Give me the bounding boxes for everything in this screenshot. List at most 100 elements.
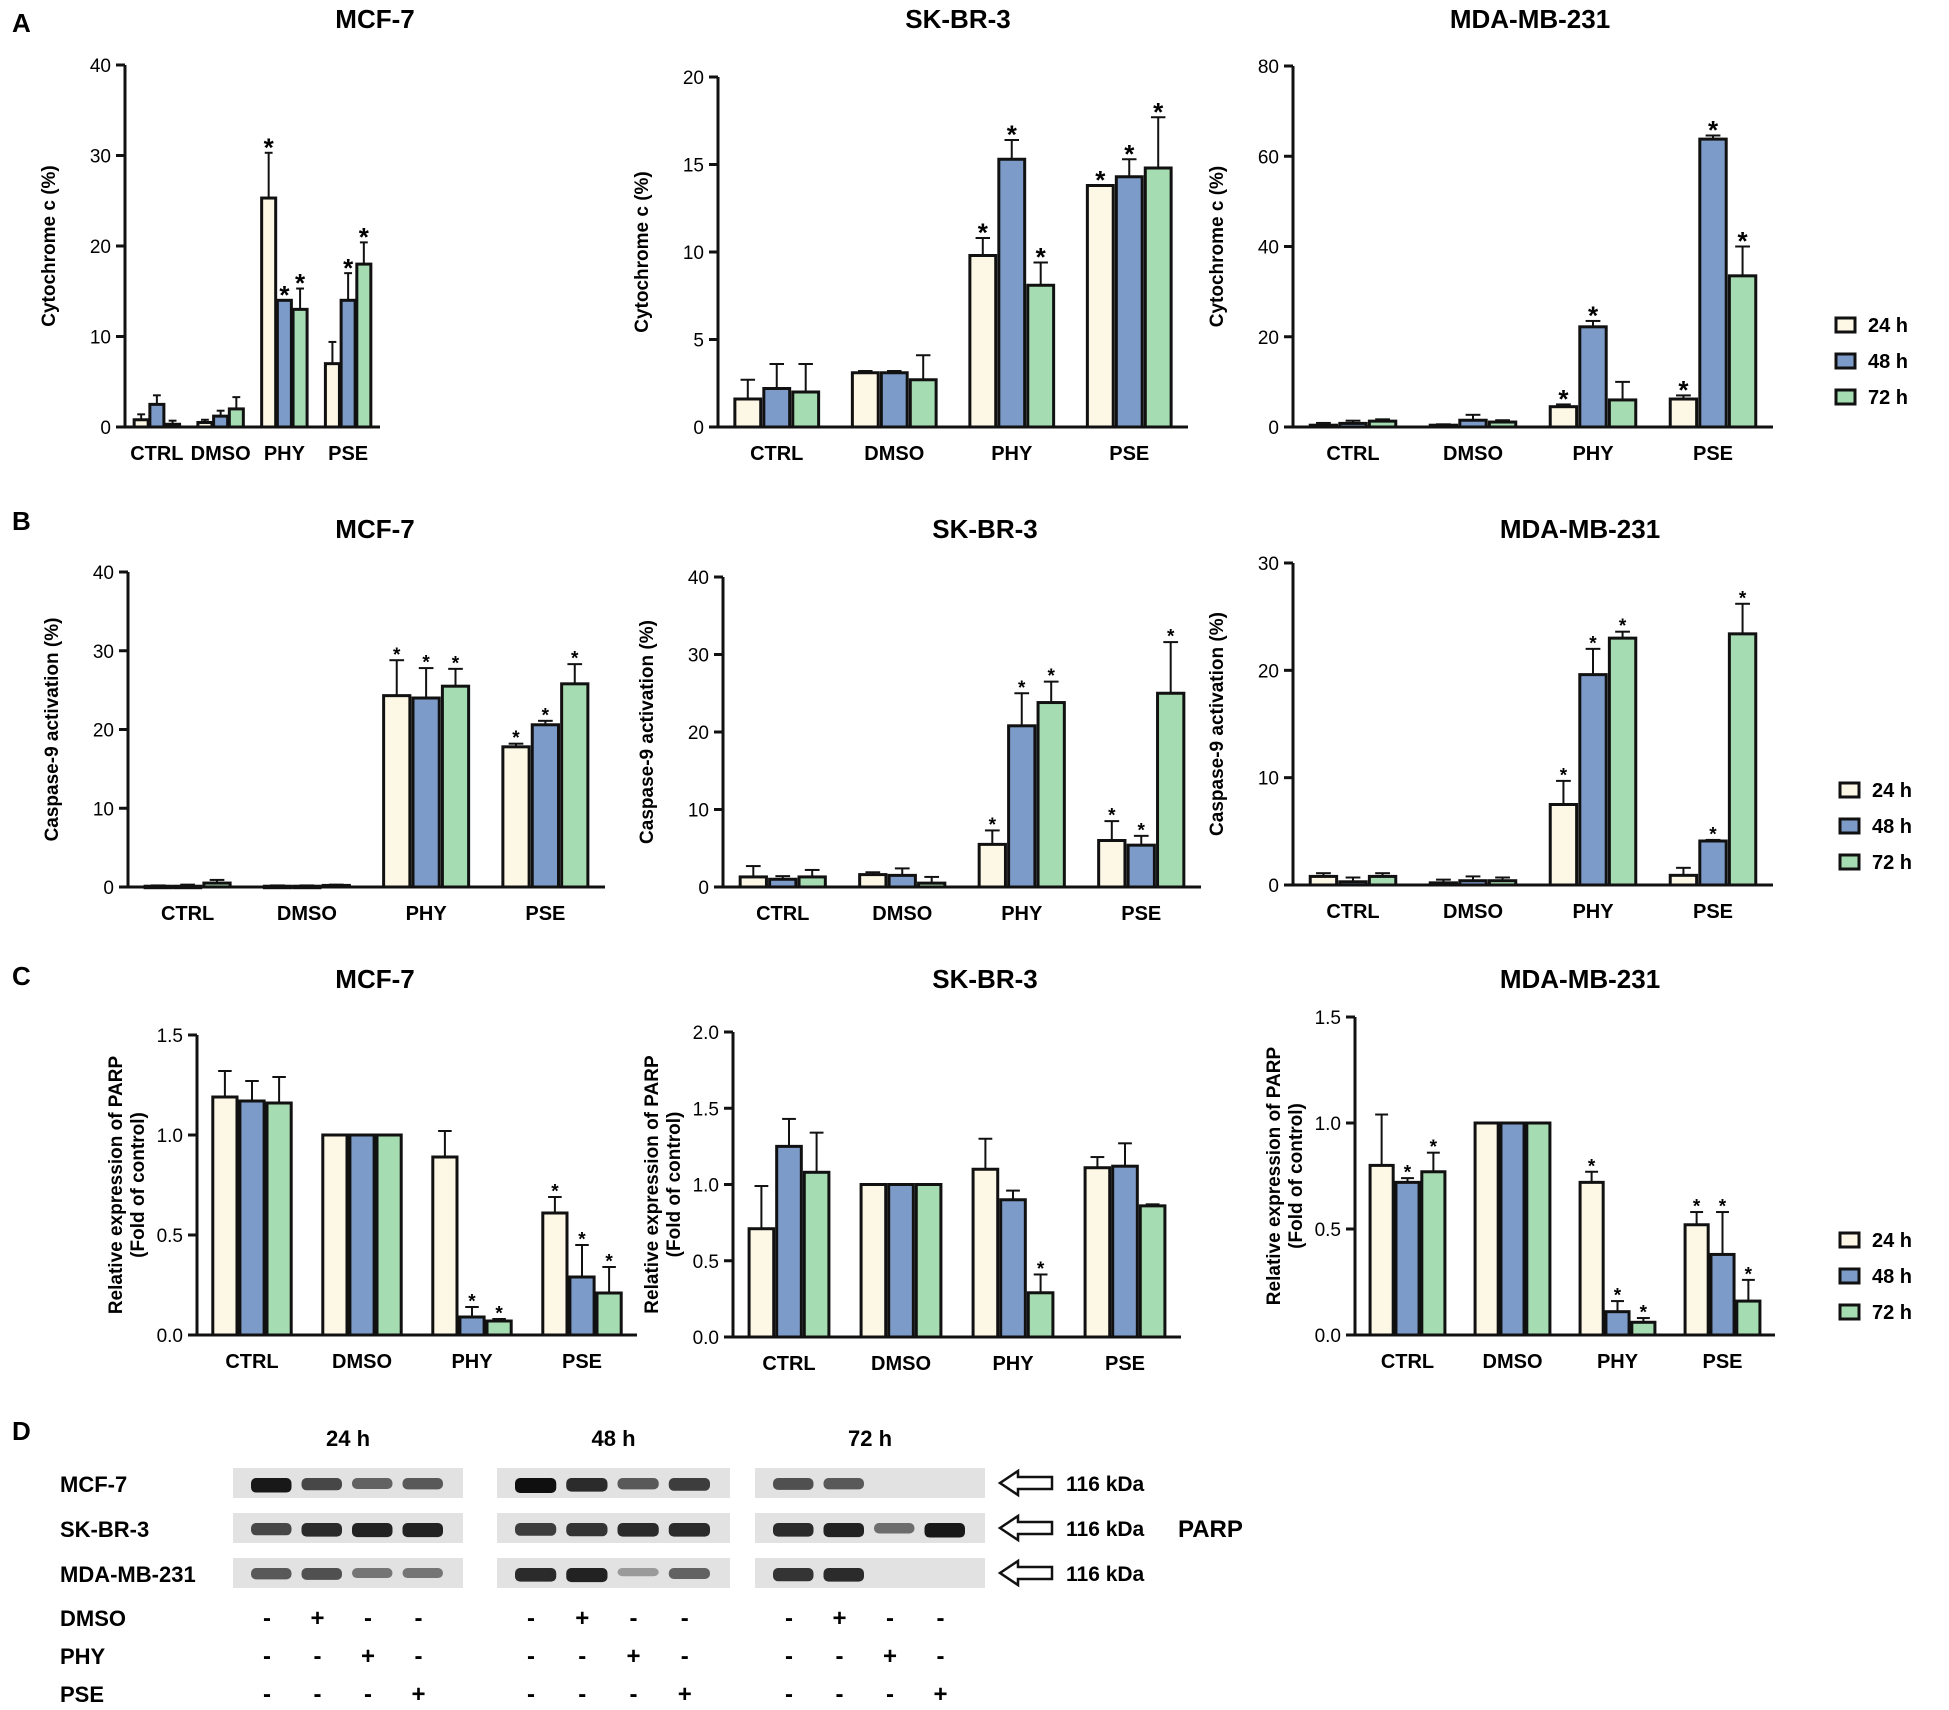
bar-ctrl-24h: [738, 875, 768, 889]
bar-dmso-72h: [1487, 879, 1518, 887]
significance-star: *: [1678, 375, 1689, 405]
x-category-label: CTRL: [1326, 443, 1379, 465]
y-axis-label-2: (Fold of control): [1286, 1103, 1307, 1249]
treatment-sign: -: [630, 1605, 638, 1632]
chart-title: MDA-MB-231: [1500, 514, 1660, 544]
bar-pse-24h: [1668, 873, 1699, 887]
bar-ctrl-48h: [238, 1099, 266, 1337]
bar-dmso-72h: [227, 407, 245, 429]
chart-c-2: SK-BR-3 0.0 0.5 1.0 1.5 2.0 Relative expressio…: [642, 964, 1181, 1375]
bar-ctrl-48h: [173, 884, 203, 890]
significance-star: *: [512, 728, 520, 749]
significance-star: *: [1018, 678, 1026, 699]
y-tick-label: 30: [93, 642, 114, 663]
legend-swatch: [1838, 817, 1861, 835]
panel-letter-d: D: [12, 1416, 31, 1446]
significance-star: *: [422, 653, 430, 674]
significance-star: *: [1738, 226, 1749, 256]
significance-star: *: [1007, 120, 1018, 150]
treatment-sign: -: [578, 1643, 586, 1670]
significance-star: *: [989, 815, 997, 836]
significance-star: *: [452, 653, 460, 674]
bar-ctrl-24h: [1368, 1163, 1395, 1337]
blot-band: [251, 1478, 292, 1493]
legend-swatch: [1838, 1231, 1861, 1249]
significance-star: *: [1047, 666, 1055, 687]
legend-swatch: [1838, 1303, 1861, 1321]
significance-star: *: [1739, 588, 1747, 609]
chart-title: SK-BR-3: [932, 514, 1037, 544]
x-category-label: PSE: [1121, 903, 1161, 925]
bar-phy-48h: [411, 696, 441, 889]
blot-band: [617, 1523, 659, 1537]
bar-phy-72h: [440, 684, 471, 889]
arrow-left-icon: [997, 1468, 1054, 1498]
treatment-sign: -: [785, 1605, 793, 1632]
bar-pse-24h: [1683, 1223, 1710, 1337]
treatment-sign: -: [937, 1605, 945, 1632]
bar-phy-48h: [1604, 1310, 1631, 1337]
y-tick-label: 20: [688, 723, 709, 744]
blot-strip: [497, 1468, 730, 1498]
y-tick-label: 40: [90, 56, 111, 77]
significance-star: *: [1614, 1286, 1622, 1307]
blot-band: [352, 1523, 393, 1538]
y-tick-label: 10: [1258, 769, 1279, 790]
y-tick-label: 0.5: [157, 1226, 183, 1247]
y-tick-label: 40: [688, 568, 709, 589]
treatment-sign: -: [578, 1681, 586, 1708]
blot-treatment-label: PSE: [60, 1682, 104, 1707]
bar-ctrl-24h: [211, 1095, 239, 1337]
x-category-label: CTRL: [762, 1353, 815, 1375]
chart-a-2: SK-BR-3 0 5 10 15 20 Cytochrome c (%) CTRL DMSO *…: [632, 4, 1188, 465]
bar-dmso-48h: [1458, 879, 1488, 887]
significance-star: *: [279, 280, 290, 310]
bar-dmso-24h: [850, 371, 880, 429]
significance-star: *: [1708, 115, 1719, 145]
x-category-label: CTRL: [130, 443, 183, 465]
bar-phy-72h: [1026, 283, 1056, 429]
significance-star: *: [1709, 824, 1717, 845]
treatment-sign: -: [263, 1681, 271, 1708]
x-category-label: PHY: [451, 1351, 493, 1373]
y-tick-label: 0.0: [157, 1326, 183, 1347]
x-category-label: PHY: [1572, 443, 1614, 465]
bar-ctrl-24h: [143, 884, 173, 890]
x-category-label: DMSO: [191, 443, 251, 465]
y-tick-label: 0: [1268, 876, 1279, 897]
significance-star: *: [495, 1304, 503, 1325]
blot-strip: [233, 1558, 463, 1588]
bar-ctrl-72h: [802, 1170, 831, 1339]
bar-ctrl-72h: [1367, 874, 1398, 887]
blot-band: [352, 1568, 393, 1579]
bar-dmso-72h: [914, 1183, 943, 1339]
blot-strip: [755, 1468, 985, 1498]
bar-phy-48h: [1578, 325, 1608, 429]
significance-star: *: [295, 268, 306, 298]
bar-pse-48h: [339, 298, 357, 429]
significance-star: *: [1404, 1163, 1412, 1184]
treatment-sign: -: [937, 1643, 945, 1670]
y-tick-label: 0: [100, 418, 111, 439]
bar-dmso-48h: [1458, 418, 1488, 429]
significance-star: *: [1430, 1137, 1438, 1158]
bar-phy-24h: [431, 1155, 459, 1337]
treatment-sign: -: [836, 1681, 844, 1708]
legend-label: 48 h: [1868, 351, 1908, 373]
blot-kda-label: 116 kDa: [1066, 1518, 1145, 1541]
blot-band: [566, 1478, 608, 1492]
bar-dmso-24h: [262, 884, 293, 890]
blot-band: [773, 1478, 814, 1490]
bar-ctrl-24h: [132, 418, 150, 429]
blot-band: [617, 1568, 659, 1577]
y-tick-label: 20: [93, 721, 114, 742]
blot-treatment-label: DMSO: [60, 1606, 126, 1631]
treatment-sign: -: [836, 1643, 844, 1670]
treatment-sign: -: [364, 1605, 372, 1632]
significance-star: *: [343, 253, 354, 283]
blot-band: [668, 1523, 710, 1537]
y-tick-label: 5: [693, 331, 704, 352]
blot-band: [924, 1523, 965, 1538]
